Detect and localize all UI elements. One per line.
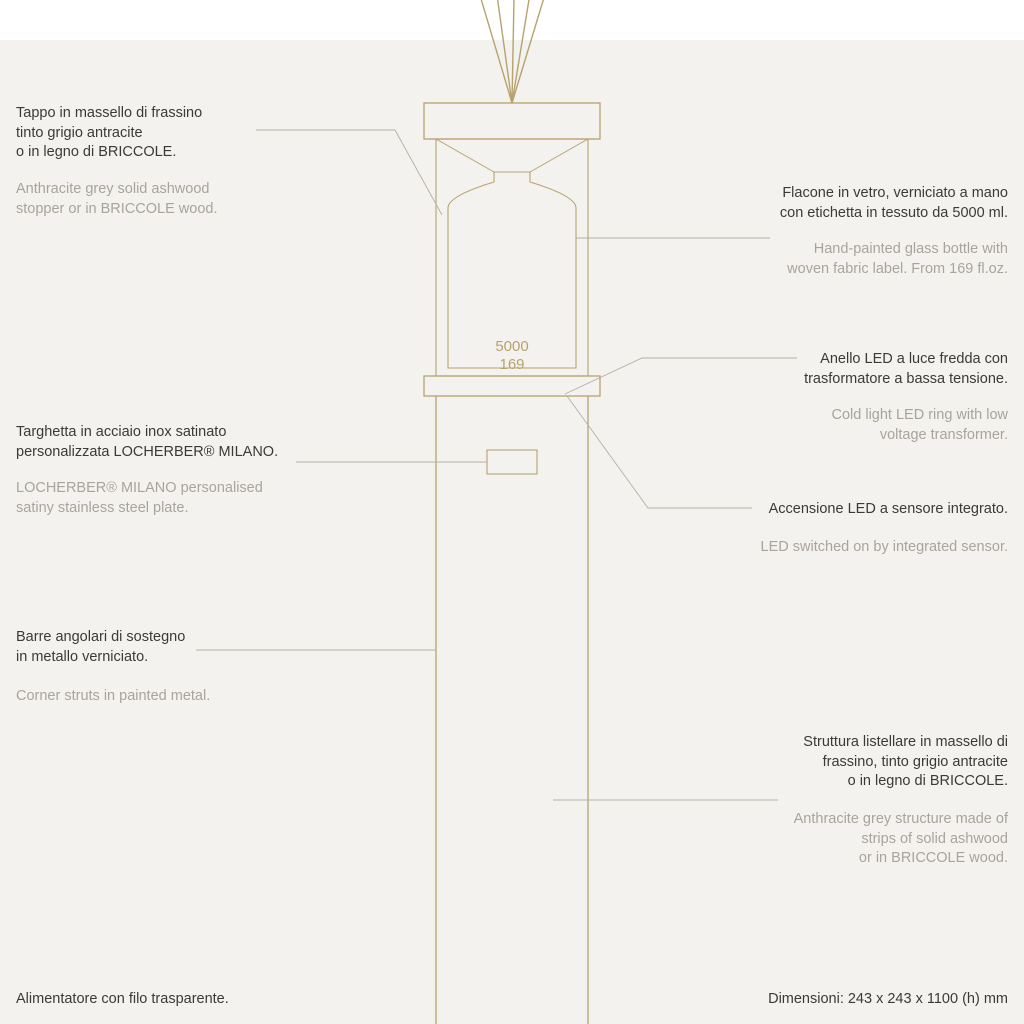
dimensions: Dimensioni: 243 x 243 x 1100 (h) mm <box>608 990 1008 1010</box>
stopper-en: Anthracite grey solid ashwoodstopper or … <box>16 180 356 219</box>
struts-en: Corner struts in painted metal. <box>16 687 356 707</box>
ledring-it: Anello LED a luce fredda contrasformator… <box>648 350 1008 389</box>
plate-en: LOCHERBER® MILANO personalisedsatiny sta… <box>16 479 386 518</box>
structure-en: Anthracite grey structure made ofstrips … <box>648 810 1008 869</box>
capacity-floz: 169 <box>448 356 576 373</box>
bottle-en: Hand-painted glass bottle withwoven fabr… <box>648 240 1008 279</box>
ledring-en: Cold light LED ring with lowvoltage tran… <box>648 406 1008 445</box>
power-it: Alimentatore con filo trasparente. <box>16 990 416 1010</box>
plate-it: Targhetta in acciaio inox satinatoperson… <box>16 423 386 462</box>
structure-it: Struttura listellare in massello difrass… <box>648 733 1008 792</box>
ledsensor-it: Accensione LED a sensore integrato. <box>628 500 1008 520</box>
bottle-it: Flacone in vetro, verniciato a manocon e… <box>648 184 1008 223</box>
capacity-ml: 5000 <box>448 338 576 355</box>
ledsensor-en: LED switched on by integrated sensor. <box>628 538 1008 558</box>
struts-it: Barre angolari di sostegnoin metallo ver… <box>16 628 356 667</box>
stopper-it: Tappo in massello di frassinotinto grigi… <box>16 104 356 163</box>
